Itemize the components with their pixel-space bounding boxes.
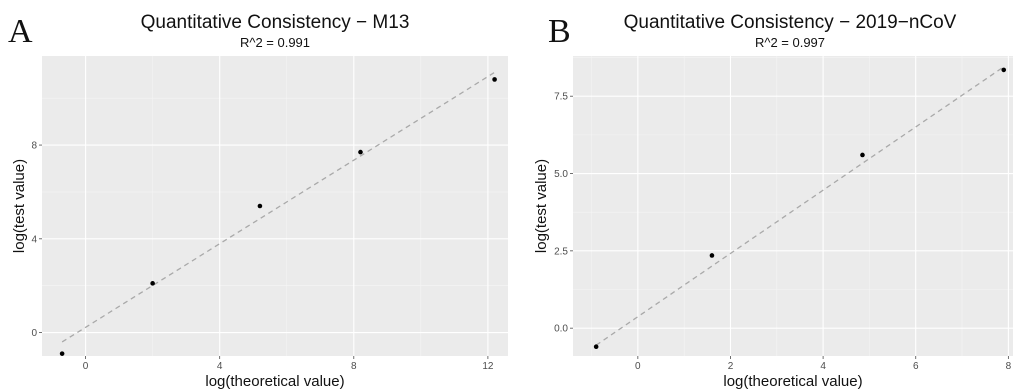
data-point [358, 149, 363, 155]
data-point [150, 281, 155, 286]
y-tick-label: 2.5 [554, 246, 568, 257]
ticks-a: 0 4 8 12 0 4 8 [31, 141, 493, 372]
data-point [59, 351, 65, 356]
fit-line [61, 71, 495, 343]
x-tick-label: 8 [351, 361, 357, 372]
data-point [860, 152, 865, 158]
x-axis-label-a: log(theoretical value) [205, 373, 344, 389]
data-point [1001, 67, 1007, 73]
x-tick-label: 8 [1006, 361, 1012, 372]
x-tick-label: 2 [728, 361, 734, 372]
chart-subtitle-a: R^2 = 0.991 [240, 35, 310, 50]
x-tick-label: 4 [217, 361, 223, 372]
fit-line-group-b [595, 66, 1005, 346]
ticks-b: 0 2 4 6 8 0.0 2.5 5.0 7.5 [554, 92, 1011, 372]
panel-letter-a: A [8, 13, 33, 50]
y-tick-label: 0.0 [554, 324, 568, 335]
chart-panel-a: A Quantitative Consistency − M13 R^2 = 0… [8, 12, 508, 389]
data-point [257, 203, 263, 209]
y-tick-label: 7.5 [554, 92, 568, 103]
x-tick-label: 0 [635, 361, 641, 372]
x-tick-label: 6 [913, 361, 919, 372]
y-axis-label-a: log(test value) [11, 159, 28, 253]
y-tick-label: 0 [31, 328, 37, 339]
x-tick-label: 4 [820, 361, 826, 372]
data-point [709, 253, 715, 258]
points-b [593, 67, 1007, 350]
chart-panel-b: B Quantitative Consistency − 2019−nCoV R… [533, 12, 1013, 389]
y-tick-label: 4 [31, 234, 37, 245]
x-tick-label: 0 [83, 361, 89, 372]
fit-line [595, 66, 1005, 346]
grid-b [573, 56, 1013, 356]
points-a [59, 77, 497, 356]
x-tick-label: 12 [482, 361, 494, 372]
plot-background-b [573, 56, 1013, 356]
chart-title-a: Quantitative Consistency − M13 [141, 12, 410, 33]
data-point [492, 77, 497, 82]
grid-a [42, 56, 508, 356]
data-point [593, 344, 599, 350]
x-axis-label-b: log(theoretical value) [723, 373, 862, 389]
panel-letter-b: B [548, 13, 571, 50]
fit-line-group-a [61, 71, 495, 343]
y-tick-label: 5.0 [554, 169, 568, 180]
chart-subtitle-b: R^2 = 0.997 [755, 35, 825, 50]
chart-title-b: Quantitative Consistency − 2019−nCoV [624, 12, 957, 33]
y-tick-label: 8 [31, 141, 37, 152]
y-axis-label-b: log(test value) [533, 159, 550, 253]
